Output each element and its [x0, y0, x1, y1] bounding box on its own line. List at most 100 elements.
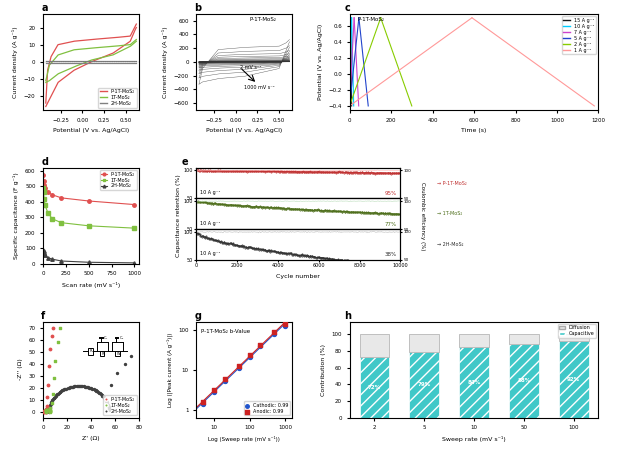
Text: 2 mV s⁻¹: 2 mV s⁻¹ [240, 65, 261, 70]
Text: h: h [344, 311, 352, 320]
Point [85, 384, 95, 392]
Point [98, 393, 108, 400]
Point [44, 407, 54, 414]
Point [49, 375, 59, 382]
Cathodic: 0.99: (1.7, 1.05): 0.99: (1.7, 1.05) [234, 364, 244, 371]
Text: P-1T-MoS₂ b-Value: P-1T-MoS₂ b-Value [201, 329, 251, 334]
P-1T-MoS₂ [49, 192, 56, 197]
Line: P-1T-MoS₂: P-1T-MoS₂ [41, 174, 136, 206]
Point [51, 392, 60, 400]
Bar [459, 334, 489, 347]
Point [44, 404, 54, 411]
Point [120, 360, 130, 367]
Point [41, 406, 51, 413]
Bar [459, 347, 489, 418]
Point [104, 404, 114, 411]
Point [41, 408, 51, 415]
Text: g: g [194, 311, 202, 320]
Point [75, 382, 85, 390]
Point [57, 387, 67, 395]
Anodic: 0.99: (2.3, 1.62): 0.99: (2.3, 1.62) [255, 341, 265, 348]
2H-MoS₂ [85, 259, 93, 265]
Point [41, 407, 51, 414]
Point [52, 338, 62, 346]
Bar [558, 334, 589, 341]
Point [48, 324, 58, 331]
Line: 2H-MoS₂: 2H-MoS₂ [41, 248, 136, 265]
Point [45, 407, 55, 414]
Point [81, 383, 91, 391]
Legend: P-1T-MoS₂, 1T-MoS₂, 2H-MoS₂: P-1T-MoS₂, 1T-MoS₂, 2H-MoS₂ [100, 170, 136, 190]
2H-MoS₂ [40, 251, 48, 256]
Anodic: 0.99: (1.3, 0.76): 0.99: (1.3, 0.76) [220, 375, 230, 383]
Point [43, 406, 52, 414]
Point [41, 408, 51, 415]
Point [89, 386, 99, 393]
Point [56, 388, 65, 395]
Text: e: e [181, 157, 188, 167]
Point [102, 398, 112, 405]
Point [50, 393, 60, 400]
Point [41, 408, 51, 415]
Anodic: 0.99: (0.7, 0.18): 0.99: (0.7, 0.18) [199, 399, 209, 406]
Text: 92%: 92% [567, 377, 580, 382]
Point [82, 383, 92, 391]
Point [64, 384, 73, 392]
Point [45, 408, 55, 415]
Point [52, 391, 62, 398]
Y-axis label: Potential (V vs. Ag/AgCl): Potential (V vs. Ag/AgCl) [318, 24, 323, 100]
Point [83, 384, 93, 391]
Point [103, 401, 113, 408]
Point [91, 386, 101, 394]
Point [44, 405, 54, 412]
Cathodic: 0.99: (3, 2.1): 0.99: (3, 2.1) [280, 322, 290, 329]
Point [103, 402, 113, 409]
2H-MoS₂ [40, 249, 48, 254]
Text: 88%: 88% [517, 378, 531, 383]
Cathodic: 0.99: (2, 1.32): 0.99: (2, 1.32) [244, 353, 254, 360]
2H-MoS₂ [39, 247, 47, 252]
Point [44, 407, 54, 414]
Point [46, 408, 56, 415]
Point [42, 407, 52, 414]
Y-axis label: Current density (A g⁻¹): Current density (A g⁻¹) [162, 26, 168, 98]
X-axis label: Log (Sweep rate (mV s⁻¹)): Log (Sweep rate (mV s⁻¹)) [209, 436, 280, 442]
Cathodic: 0.99: (2.7, 1.9): 0.99: (2.7, 1.9) [270, 330, 280, 337]
P-1T-MoS₂ [131, 202, 138, 207]
Point [47, 400, 57, 407]
Point [39, 408, 49, 415]
Point [49, 395, 59, 402]
Point [53, 390, 63, 397]
Point [44, 362, 54, 369]
Point [41, 408, 51, 415]
1T-MoS₂ [44, 210, 51, 215]
Point [69, 383, 79, 390]
Point [107, 381, 117, 389]
1T-MoS₂ [131, 225, 138, 231]
1T-MoS₂ [39, 185, 47, 190]
2H-MoS₂ [41, 252, 49, 258]
Y-axis label: Specific capacitance (F g⁻¹): Specific capacitance (F g⁻¹) [14, 173, 20, 259]
1T-MoS₂ [41, 202, 49, 207]
Point [126, 353, 136, 360]
Point [99, 394, 109, 401]
Point [43, 381, 53, 389]
Point [50, 358, 60, 365]
Y-axis label: Contribution (%): Contribution (%) [321, 344, 326, 396]
Text: a: a [41, 3, 48, 13]
Point [51, 392, 61, 399]
Point [93, 388, 103, 396]
Point [48, 397, 57, 404]
X-axis label: Potential (V vs. Ag/AgCl): Potential (V vs. Ag/AgCl) [53, 128, 129, 133]
Point [40, 408, 50, 415]
Text: f: f [41, 311, 46, 320]
Cathodic: 0.99: (2.3, 1.58): 0.99: (2.3, 1.58) [255, 343, 265, 350]
Point [78, 383, 88, 390]
Point [67, 383, 77, 391]
Point [70, 383, 80, 390]
Point [97, 391, 107, 398]
Point [39, 408, 49, 415]
Point [42, 402, 52, 409]
Point [44, 406, 54, 414]
Bar [558, 341, 589, 418]
